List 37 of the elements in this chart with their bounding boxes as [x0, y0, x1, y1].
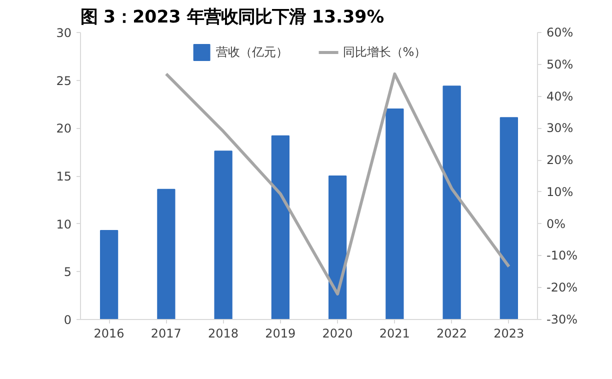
line-series — [164, 72, 510, 296]
y2-tick-label: 60% — [546, 26, 574, 40]
bar — [271, 135, 290, 320]
x-tick-label: 2021 — [379, 326, 410, 340]
bar — [214, 150, 232, 320]
x-tick-label: 2020 — [322, 326, 353, 340]
y2-tick-label: 0% — [546, 216, 566, 231]
y-tick-label: 10 — [56, 217, 72, 232]
y2-tick-label: 30% — [546, 121, 574, 136]
x-tick-label: 2016 — [94, 326, 124, 340]
chart-title: 图 3：2023 年营收同比下滑 13.39% — [80, 8, 384, 28]
y-tick-label: 25 — [56, 74, 72, 88]
y2-tick-label: -10% — [546, 248, 578, 263]
legend-label: 营收（亿元） — [216, 44, 288, 60]
y-tick-label: 20 — [56, 122, 72, 136]
x-tick-label: 2017 — [150, 326, 182, 340]
legend-label: 同比增长（%） — [342, 44, 426, 60]
x-tick-label: 2019 — [265, 326, 296, 340]
y-tick-label: 30 — [56, 26, 72, 40]
x-tick-label: 2023 — [494, 326, 524, 340]
y2-tick-label: 20% — [546, 153, 574, 168]
y-tick-label: 0 — [64, 313, 72, 327]
y2-tick-label: 10% — [546, 184, 574, 199]
bar — [442, 86, 461, 320]
y2-tick-label: 40% — [546, 89, 574, 104]
bar — [328, 176, 347, 320]
y2-tick-label: -30% — [546, 312, 578, 326]
bar — [157, 188, 176, 320]
x-tick-label: 2022 — [436, 326, 468, 340]
y-tick-label: 15 — [56, 170, 72, 184]
y2-tick-label: -20% — [546, 280, 578, 295]
bar — [100, 230, 118, 320]
bar — [500, 117, 518, 320]
y-tick-label: 5 — [64, 265, 72, 280]
bar — [386, 108, 404, 320]
y2-tick-label: 50% — [546, 57, 574, 72]
x-tick-label: 2018 — [208, 326, 239, 340]
